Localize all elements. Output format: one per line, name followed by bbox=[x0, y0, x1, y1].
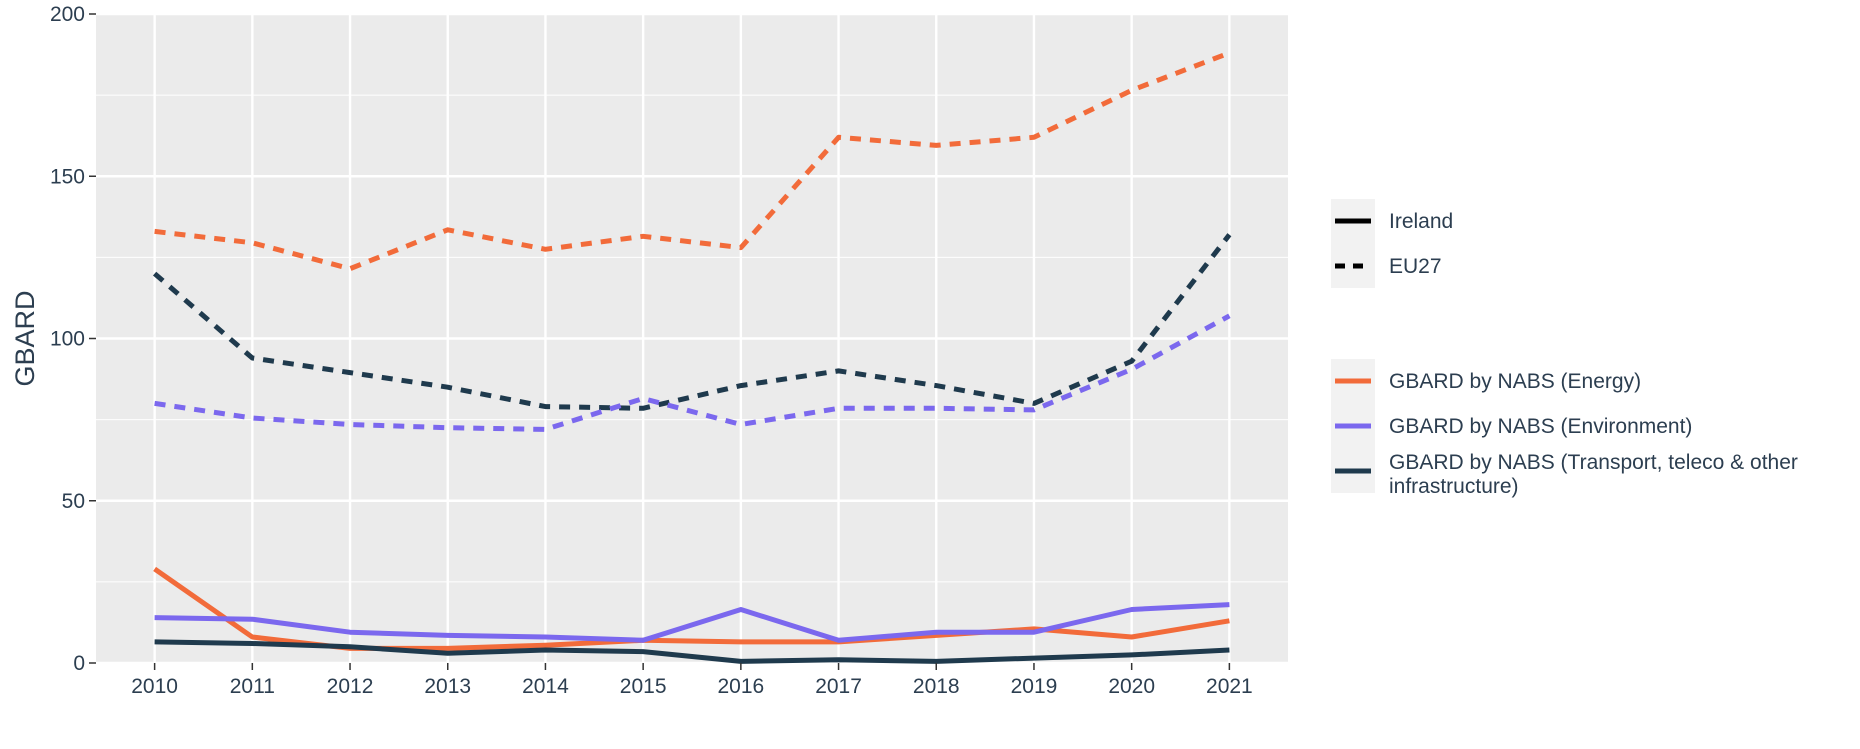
grid-lines bbox=[96, 12, 1288, 665]
x-tick-label: 2014 bbox=[522, 675, 569, 698]
x-tick-label: 2013 bbox=[424, 675, 471, 698]
x-tick-label: 2012 bbox=[327, 675, 374, 698]
legend-color: GBARD by NABS (Energy) GBARD by NABS (Env… bbox=[1331, 359, 1798, 498]
x-tick-label: 2021 bbox=[1206, 675, 1253, 698]
y-axis-title: GBARD bbox=[10, 290, 40, 386]
series-line-eu27-environment bbox=[154, 313, 1231, 432]
legend-label-transport: GBARD by NABS (Transport, teleco & other… bbox=[1389, 451, 1798, 498]
y-tick-label: 0 bbox=[73, 652, 85, 675]
x-tick-label: 2016 bbox=[717, 675, 764, 698]
x-tick-label: 2017 bbox=[815, 675, 862, 698]
legend-label-ireland: Ireland bbox=[1389, 210, 1453, 233]
legend-label-energy: GBARD by NABS (Energy) bbox=[1389, 370, 1641, 393]
x-tick-label: 2010 bbox=[131, 675, 178, 698]
legend-key-background bbox=[1331, 199, 1375, 288]
series-line-eu27-energy bbox=[154, 50, 1231, 272]
y-axis: 0 50 100 150 200 bbox=[50, 3, 96, 675]
y-tick-label: 50 bbox=[62, 490, 85, 513]
y-tick-label: 150 bbox=[50, 165, 85, 188]
legend-label-eu27: EU27 bbox=[1389, 255, 1442, 278]
legend-label-environment: GBARD by NABS (Environment) bbox=[1389, 415, 1692, 438]
series-line-ireland-transport bbox=[154, 639, 1230, 664]
x-tick-label: 2019 bbox=[1011, 675, 1058, 698]
series-line-ireland-environment bbox=[154, 602, 1230, 643]
x-tick-label: 2011 bbox=[230, 675, 275, 698]
y-tick-label: 100 bbox=[50, 328, 85, 351]
x-tick-label: 2020 bbox=[1108, 675, 1155, 698]
series-group bbox=[152, 50, 1232, 664]
y-tick-label: 200 bbox=[50, 3, 85, 26]
legend-linetype: Ireland EU27 bbox=[1331, 199, 1453, 288]
x-tick-label: 2015 bbox=[620, 675, 667, 698]
x-tick-label: 2018 bbox=[913, 675, 960, 698]
x-axis: 2010 2011 2012 2013 2014 2015 2016 2017 2018 2019… bbox=[131, 663, 1253, 698]
